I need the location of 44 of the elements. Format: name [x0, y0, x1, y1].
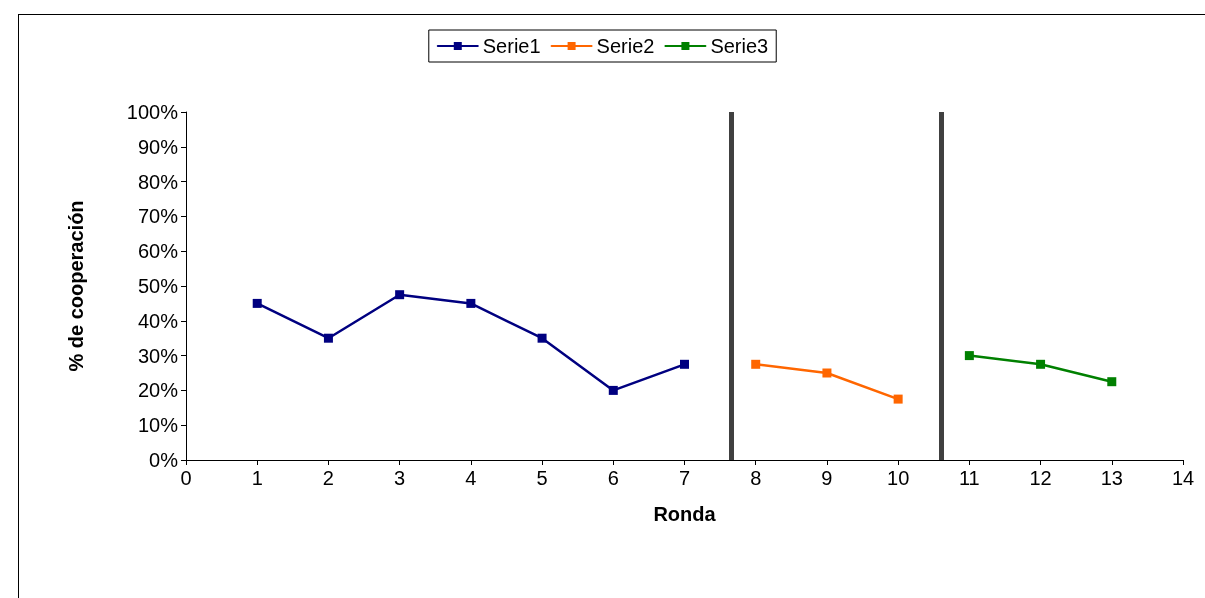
y-tick-label: 10% [137, 414, 179, 437]
x-tick-label: 8 [750, 467, 762, 489]
point [822, 368, 832, 378]
y-tick-label: 60% [137, 240, 179, 263]
y-tick-label: 80% [137, 170, 179, 193]
x-tick-label: 6 [607, 467, 619, 489]
point [323, 333, 333, 343]
point [893, 394, 903, 404]
y-tick-label: 70% [137, 205, 179, 228]
x-tick-label: 1 [251, 467, 263, 489]
y-tick-label: 40% [137, 309, 179, 332]
x-tick-label: 12 [1029, 467, 1052, 489]
x-tick-label: 13 [1100, 467, 1123, 489]
y-tick-label: 90% [137, 135, 179, 158]
x-tick-label: 4 [465, 467, 477, 489]
legend-label: Serie3 [710, 35, 769, 57]
point [537, 333, 547, 343]
y-tick-label: 30% [137, 344, 179, 367]
y-axis-title: % de cooperación [65, 200, 87, 372]
point [608, 385, 618, 395]
x-axis-title: Ronda [653, 503, 717, 525]
y-tick-label: 0% [149, 449, 179, 471]
point [964, 351, 974, 361]
x-tick-label: 3 [394, 467, 406, 489]
x-tick-label: 5 [536, 467, 548, 489]
point [252, 298, 262, 308]
point [680, 359, 689, 369]
x-tick-label: 11 [958, 467, 980, 489]
legend-label: Serie1 [482, 35, 541, 57]
x-tick-label: 10 [887, 467, 910, 489]
y-tick-label: 20% [137, 379, 179, 402]
y-tick-label: 50% [137, 275, 179, 297]
point [751, 359, 761, 369]
x-tick-label: 9 [821, 467, 833, 489]
point [1036, 359, 1046, 369]
x-tick-label: 14 [1171, 467, 1195, 489]
x-tick-label: 2 [322, 467, 334, 489]
point [1107, 377, 1117, 387]
point [466, 298, 476, 308]
point [395, 290, 405, 300]
y-tick-label: 100% [126, 101, 179, 123]
legend-label: Serie2 [596, 35, 655, 57]
x-tick-label: 0 [180, 467, 192, 489]
x-tick-label: 7 [678, 467, 691, 489]
